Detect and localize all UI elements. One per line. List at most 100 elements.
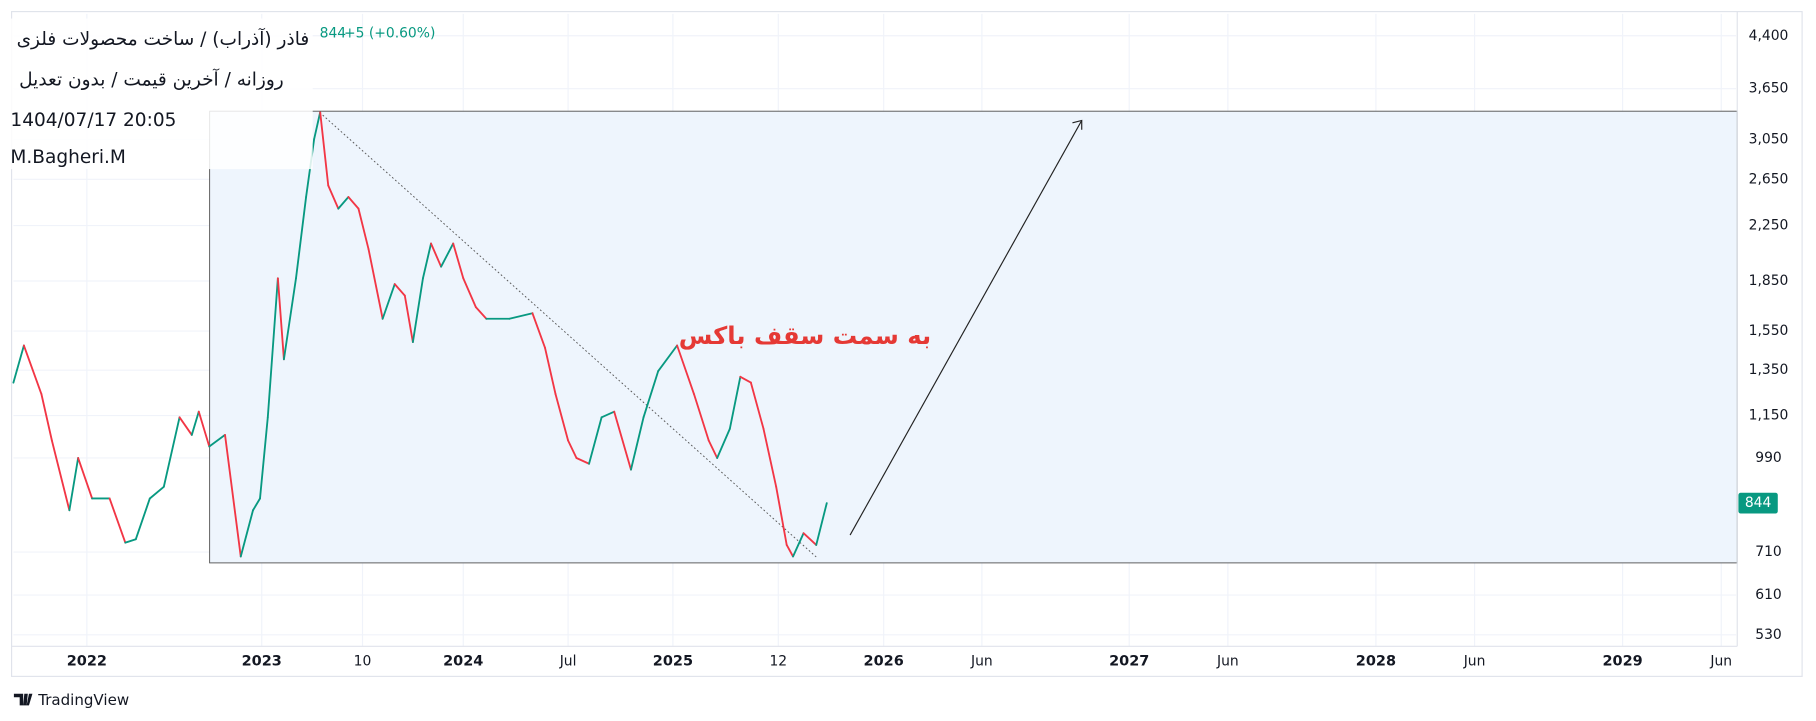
price-segment: [124, 538, 137, 544]
x-tick-label: 12: [769, 653, 787, 669]
price-series: [12, 111, 828, 558]
x-tick-label: 10: [354, 653, 372, 669]
x-tick-label: 2024: [443, 653, 483, 669]
price-segment: [775, 485, 788, 546]
author: M.Bagheri.M: [10, 147, 125, 168]
y-tick-label: 530: [1755, 627, 1781, 643]
price-segment: [575, 457, 590, 465]
price-segment: [224, 433, 242, 558]
x-tick-label: Jun: [1463, 653, 1486, 669]
price-segment: [474, 306, 488, 320]
x-tick-label: Jul: [559, 653, 577, 669]
price-segment: [462, 277, 477, 309]
price-segment: [367, 248, 384, 320]
change: +5 (+0.60%): [344, 26, 435, 42]
arrow-head: [1072, 119, 1083, 130]
price-segment: [422, 242, 432, 280]
legend-bg: [4, 18, 313, 170]
price-segment: [347, 196, 360, 210]
x-tick-label: Jun: [1709, 653, 1732, 669]
price-segment: [40, 393, 53, 442]
price-segment: [190, 410, 200, 436]
price-segment: [178, 416, 193, 436]
y-tick-label: 710: [1755, 544, 1781, 560]
price-segment: [785, 544, 794, 558]
box: [209, 110, 1738, 564]
price-segment: [642, 370, 660, 419]
price-segment: [319, 111, 330, 187]
y-tick-label: 1,550: [1749, 323, 1789, 339]
price-segment: [728, 375, 742, 430]
price-segment: [749, 381, 765, 430]
annotation: به سمت سقف باکس: [679, 321, 931, 350]
price-segment: [657, 344, 679, 372]
price-segment: [134, 497, 151, 541]
y-tick-label: 3,650: [1749, 81, 1789, 97]
price-segment: [239, 509, 254, 558]
title: فاذر (آذراب) / ساخت محصولات فلزی: [17, 27, 310, 50]
price-segment: [22, 344, 43, 395]
price-segment: [357, 207, 370, 251]
y-tick-label: 3,050: [1749, 131, 1789, 147]
brand: TradingView: [37, 691, 129, 709]
price-segment: [600, 410, 616, 419]
price-segment: [50, 439, 71, 512]
price-segment: [381, 283, 396, 320]
price-segment: [613, 410, 632, 471]
subtitle: روزانه / آخرین قیمت / بدون تعدیل: [19, 67, 284, 90]
price-segment: [452, 242, 465, 280]
price-segment: [162, 416, 181, 488]
y-tick-label: 1,350: [1749, 362, 1789, 378]
price-segment: [276, 277, 285, 361]
x-tick-label: 2026: [864, 653, 904, 669]
price-segment: [802, 532, 818, 546]
price-segment: [411, 277, 424, 343]
price-segment: [815, 502, 828, 546]
price-segment: [266, 277, 279, 419]
price-segment: [295, 196, 308, 280]
price-segment: [252, 497, 261, 512]
price-segment: [508, 312, 534, 320]
x-tick-label: 2027: [1109, 653, 1149, 669]
price-segment: [531, 312, 546, 349]
x-tick-label: 2023: [242, 653, 282, 669]
price-segment: [12, 344, 25, 384]
y-tick-label: 1,150: [1749, 408, 1789, 424]
price-segment: [792, 532, 805, 558]
y-tick-label: 990: [1755, 450, 1781, 466]
price-segment: [197, 410, 211, 448]
price-segment: [440, 242, 455, 268]
price-segment: [676, 344, 695, 395]
x-tick-label: 2029: [1602, 653, 1642, 669]
timestamp: 1404/07/17 20:05: [10, 110, 176, 131]
x-tick-label: 2025: [653, 653, 693, 669]
last-price-label: 844: [1745, 495, 1772, 511]
last-price: 844: [320, 26, 347, 42]
price-segment: [313, 111, 322, 140]
price-segment: [430, 242, 443, 268]
price-segment: [739, 375, 752, 384]
x-tick-label: 2028: [1356, 653, 1396, 669]
last-price-tag: [1738, 492, 1778, 514]
y-tick-label: 1,850: [1749, 273, 1789, 289]
price-segment: [554, 393, 570, 442]
price-segment: [68, 457, 80, 512]
x-tick-label: Jun: [1216, 653, 1239, 669]
brand-logo: [13, 693, 33, 706]
price-segment: [762, 428, 778, 488]
y-tick-label: 2,250: [1749, 218, 1789, 234]
price-segment: [327, 184, 340, 210]
price-segment: [393, 283, 406, 297]
price-segment: [337, 196, 350, 210]
price-segment: [77, 457, 94, 500]
price-segment: [108, 497, 127, 544]
trend-line: [319, 112, 818, 559]
price-segment: [567, 439, 578, 459]
x-tick-label: Jun: [970, 653, 993, 669]
price-segment: [693, 393, 710, 442]
price-segment: [208, 433, 226, 448]
price-segment: [544, 346, 557, 395]
price-segment: [630, 416, 645, 471]
